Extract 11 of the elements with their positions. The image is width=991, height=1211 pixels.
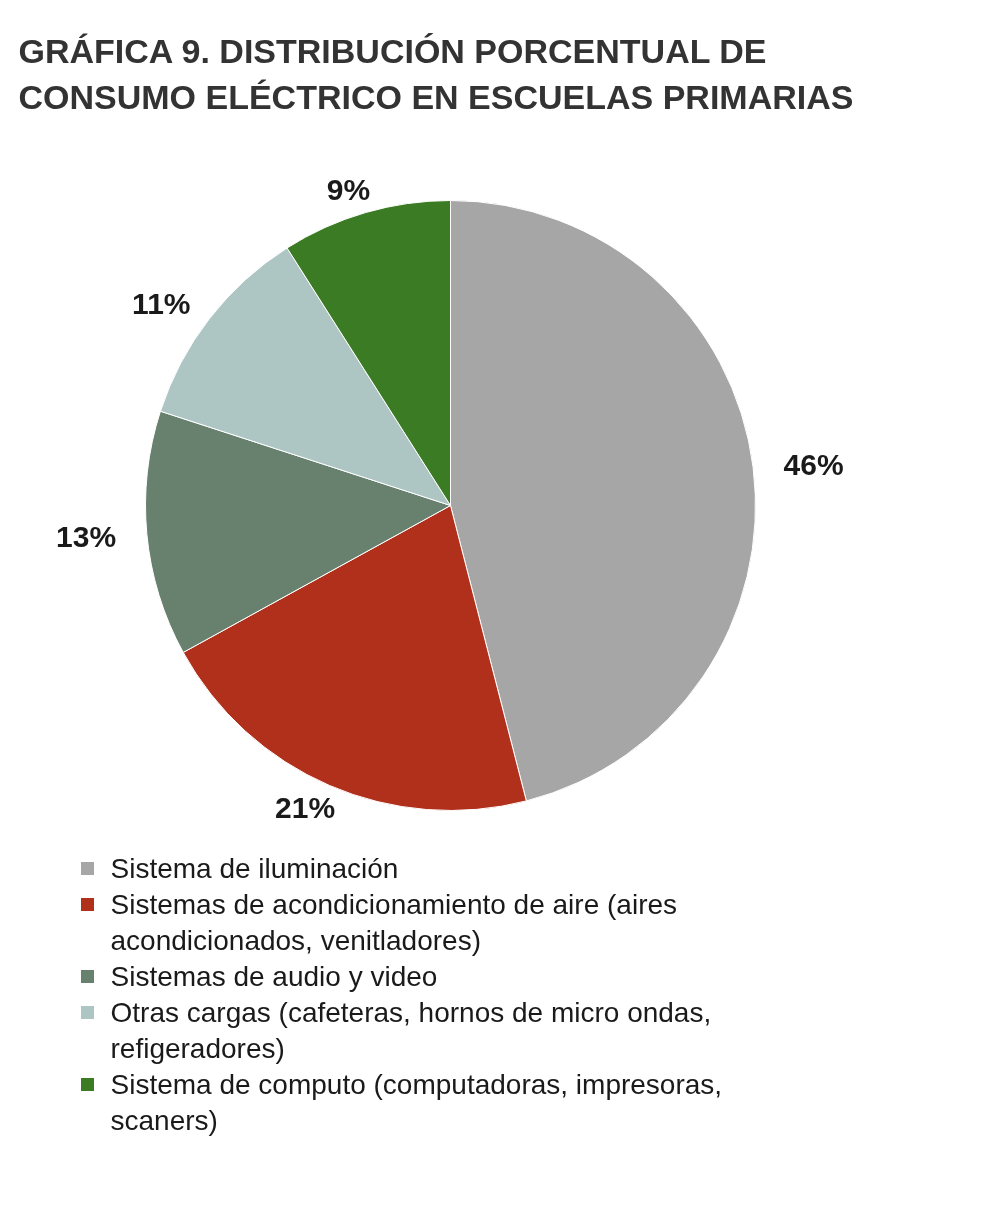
legend-label: Sistemas de acondicionamiento de aire (aires acondicionados, venitladores) — [110, 889, 678, 956]
legend-label: Sistemas de audio y video — [110, 961, 438, 992]
legend-label: Sistema de computo (computadoras, impresoras, scaners) — [110, 1069, 723, 1136]
data-label: 13% — [56, 520, 117, 553]
legend-label: Sistema de iluminación — [110, 853, 399, 884]
data-label: 9% — [326, 172, 371, 206]
data-label: 46% — [783, 447, 844, 481]
data-label: 21% — [275, 791, 336, 825]
chart-title: GRÁFICA 9. DISTRIBUCIÓN PORCENTUAL DE CONSUMO ELÉCTRICO EN ESCUELAS PRIMARIAS — [18, 31, 854, 116]
data-label: 11% — [132, 287, 191, 321]
legend-label: Otras cargas (cafeteras, hornos de micro ondas, refigeradores) — [110, 997, 712, 1064]
